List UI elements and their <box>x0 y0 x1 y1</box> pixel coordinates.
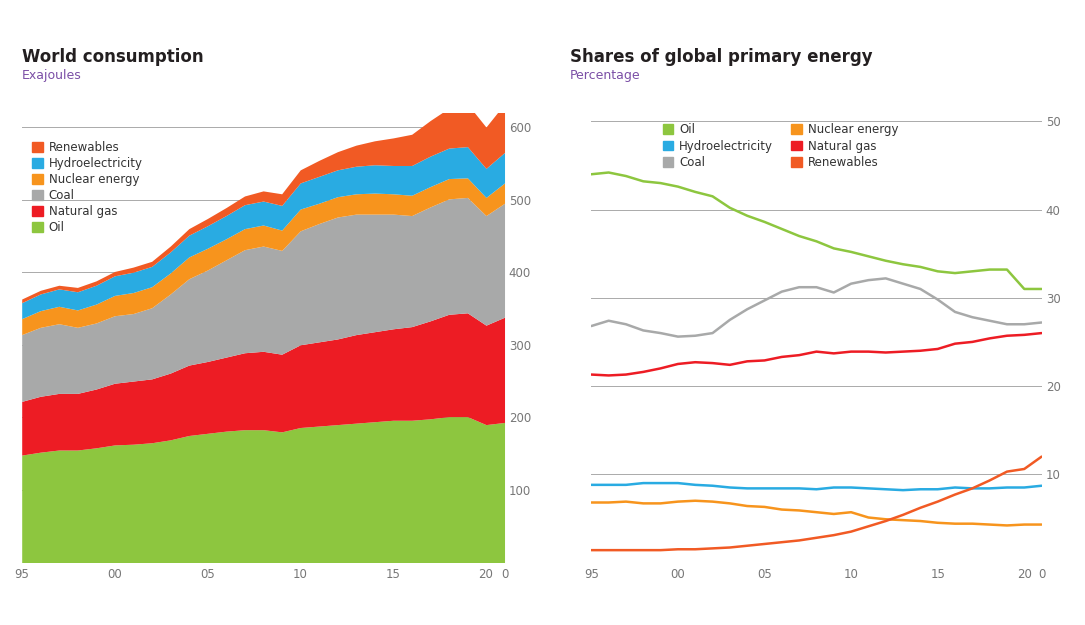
Text: Exajoules: Exajoules <box>22 69 81 82</box>
Legend: Renewables, Hydroelectricity, Nuclear energy, Coal, Natural gas, Oil: Renewables, Hydroelectricity, Nuclear en… <box>27 136 148 239</box>
Text: Percentage: Percentage <box>570 69 640 82</box>
Text: World consumption: World consumption <box>22 48 203 66</box>
Legend: Oil, Hydroelectricity, Coal, Nuclear energy, Natural gas, Renewables: Oil, Hydroelectricity, Coal, Nuclear ene… <box>659 118 903 174</box>
Text: Shares of global primary energy: Shares of global primary energy <box>570 48 872 66</box>
